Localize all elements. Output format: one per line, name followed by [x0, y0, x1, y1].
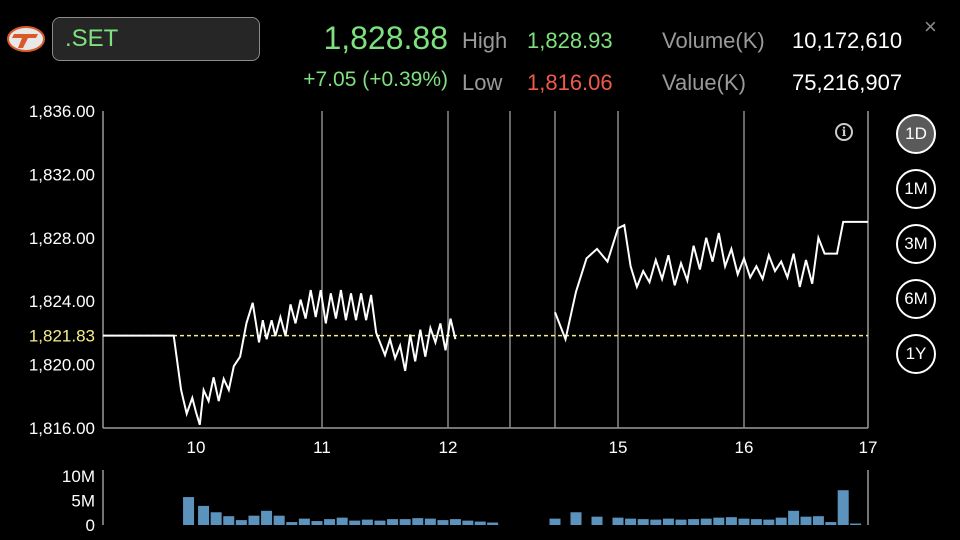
volume-bar	[612, 517, 624, 525]
volume-bar	[725, 517, 737, 525]
period-button-1d[interactable]: 1D	[896, 114, 936, 154]
volume-bar	[487, 522, 499, 525]
volume-value: 10,172,610	[792, 28, 903, 53]
y-tick-label: 1,820.00	[29, 356, 95, 375]
volume-bar	[210, 512, 222, 525]
volume-bar	[311, 521, 323, 525]
x-tick-label: 17	[859, 438, 878, 457]
volume-bar	[374, 520, 386, 525]
x-tick-label: 16	[735, 438, 754, 457]
symbol-text: .SET	[65, 25, 119, 52]
volume-bar	[223, 516, 235, 525]
price-chart: 1,836.00 1,832.00 1,828.00 1,824.00 1,820.00…	[29, 102, 878, 535]
y-tick-label: 1,816.00	[29, 419, 95, 438]
price-change: +7.05 (+0.39%)	[303, 68, 448, 91]
volume-bar	[650, 519, 662, 525]
volume-bar	[336, 517, 348, 525]
volume-bar	[387, 519, 399, 525]
volume-label: Volume(K)	[662, 28, 765, 53]
volume-bar	[788, 510, 800, 525]
volume-bar	[449, 519, 461, 525]
high-label: High	[462, 28, 508, 53]
volume-bar	[775, 517, 787, 525]
x-tick-label: 12	[439, 438, 458, 457]
brand-logo	[7, 26, 45, 52]
volume-tick-label: 0	[86, 516, 95, 535]
period-button-1m[interactable]: 1M	[896, 169, 936, 209]
y-tick-label: 1,832.00	[29, 165, 95, 184]
volume-bar	[800, 516, 812, 525]
price-line	[103, 289, 457, 426]
period-button-1y[interactable]: 1Y	[896, 334, 936, 374]
volume-bar	[324, 519, 336, 525]
volume-bar	[837, 490, 849, 525]
low-label: Low	[462, 70, 503, 95]
volume-bar	[570, 512, 582, 525]
info-icon[interactable]: i	[835, 123, 853, 141]
volume-bar	[286, 522, 298, 525]
volume-bar	[591, 516, 603, 525]
volume-bar	[183, 497, 195, 525]
volume-bar	[675, 519, 687, 525]
volume-bar	[625, 518, 637, 525]
volume-bar	[298, 518, 310, 525]
value-value: 75,216,907	[792, 70, 903, 95]
period-button-3m[interactable]: 3M	[896, 224, 936, 264]
volume-tick-label: 5M	[71, 492, 95, 511]
x-tick-label: 11	[313, 438, 331, 457]
symbol-input[interactable]: .SET	[52, 17, 260, 61]
volume-bar	[273, 515, 285, 525]
volume-bar	[713, 517, 725, 525]
volume-bar	[399, 519, 411, 525]
volume-bar	[349, 520, 361, 525]
x-tick-label: 10	[187, 438, 206, 457]
volume-bar	[750, 519, 762, 525]
volume-tick-label: 10M	[62, 467, 95, 486]
volume-bar	[248, 515, 260, 525]
volume-bar	[235, 520, 247, 525]
volume-bar	[261, 510, 273, 525]
price-line	[554, 220, 868, 343]
volume-bar	[424, 518, 436, 525]
close-icon[interactable]: ×	[924, 14, 937, 39]
y-tick-label: 1,824.00	[29, 292, 95, 311]
y-tick-label: 1,828.00	[29, 229, 95, 248]
volume-bar	[361, 519, 373, 525]
volume-bar	[474, 521, 486, 525]
volume-bar	[688, 519, 700, 525]
volume-bar	[662, 518, 674, 525]
value-label: Value(K)	[662, 70, 746, 95]
volume-bar	[549, 518, 561, 525]
volume-bar	[700, 518, 712, 525]
volume-bar	[763, 519, 775, 525]
low-value: 1,816.06	[527, 70, 613, 95]
volume-bar	[637, 519, 649, 525]
y-tick-label: 1,836.00	[29, 102, 95, 121]
volume-bar	[198, 505, 210, 525]
volume-bar	[850, 523, 862, 525]
high-value: 1,828.93	[527, 28, 613, 53]
x-tick-label: 15	[609, 438, 628, 457]
period-button-6m[interactable]: 6M	[896, 279, 936, 319]
volume-bar	[462, 520, 474, 525]
volume-bar	[825, 522, 837, 525]
last-price: 1,828.88	[323, 20, 448, 56]
volume-bar	[738, 518, 750, 525]
volume-bar	[812, 516, 824, 525]
volume-bar	[437, 520, 449, 525]
volume-bar	[412, 518, 424, 525]
reference-label: 1,821.83	[29, 327, 95, 346]
